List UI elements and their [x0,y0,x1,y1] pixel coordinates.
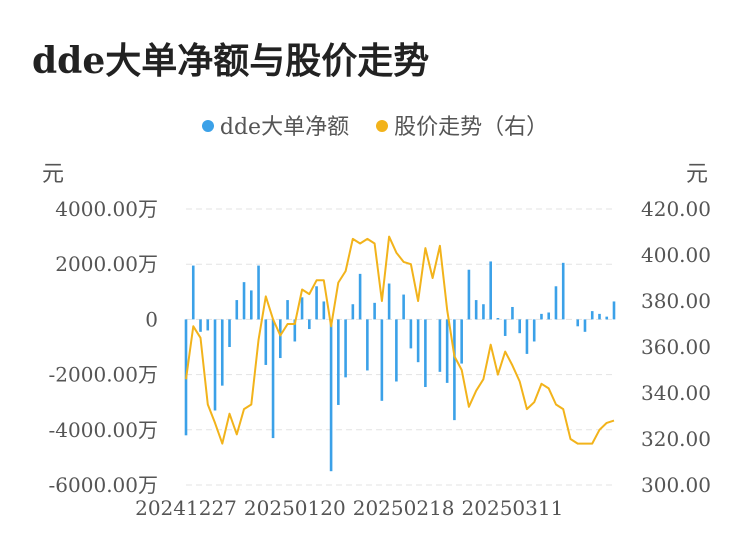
bar-dde [416,319,420,363]
bar-dde [257,265,260,320]
bar-dde [206,319,210,331]
bar-dde [199,319,202,332]
legend-label-dde: dde大单净额 [219,115,350,140]
bar-dde [286,300,289,320]
y-left-tick-label: 2000.00万 [55,252,158,276]
bar-dde [547,312,551,320]
bar-dde [337,319,340,405]
bar-dde [264,319,268,365]
legend-item-dde[interactable]: dde大单净额 [201,109,350,141]
y-left-tick-label: 4000.00万 [55,197,158,221]
bar-dde [424,319,427,388]
legend: dde大单净额 股价走势（右） [0,109,750,141]
y-right-tick-label: 400.00 [641,243,711,267]
bar-dde [561,262,565,320]
legend-marker-dde [201,120,214,132]
bar-dde [525,319,529,354]
bar-dde [351,304,355,320]
x-tick-label: 20250218 [353,496,455,520]
y-left-tick-label: 0 [145,307,158,331]
bar-dde [554,286,558,320]
bar-dde [271,319,275,439]
bar-dde [242,282,246,320]
bar-dde [373,302,376,320]
bar-dde [329,319,333,472]
left-axis-unit: 元 [42,162,65,187]
bar-dde [409,319,413,349]
bar-dde [438,319,442,372]
bar-dde [467,269,471,320]
y-left-tick-label: -4000.00万 [49,418,158,442]
bar-dde [220,319,224,386]
bar-dde [402,294,405,320]
bar-dde [503,319,507,336]
bar-dde [191,265,195,320]
bar-dde [249,290,253,320]
bar-dde [576,319,580,327]
bar-dde [300,297,304,320]
bar-dde [228,319,231,347]
x-tick-label: 20241227 [135,496,237,520]
y-left-tick-label: -6000.00万 [49,473,158,497]
bar-dde [279,319,282,359]
bar-dde [453,319,456,421]
bar-dde [293,319,297,342]
bar-dde [344,319,347,378]
right-axis-unit: 元 [685,162,708,187]
bar-dde [489,261,492,320]
bar-dde [474,300,478,320]
legend-marker-price [376,120,389,132]
bar-dde [605,316,609,320]
bar-dde [518,319,521,334]
bar-dde [358,273,362,320]
bar-dde [380,319,384,401]
bar-dde [598,313,601,320]
chart-title: dde大单净额与股价走势 [32,40,430,82]
bar-dde [583,319,587,332]
bar-dde [496,318,500,320]
bar-dde [322,301,326,320]
bar-dde [387,283,391,320]
bar-dde [235,300,239,320]
bar-dde [445,319,449,383]
y-right-tick-label: 380.00 [641,289,711,313]
y-right-tick-label: 360.00 [641,335,711,359]
bar-dde [315,286,318,320]
y-right-tick-label: 340.00 [641,381,711,405]
y-right-tick-label: 320.00 [641,427,711,451]
bar-dde [540,313,543,320]
bar-dde [511,306,514,320]
bar-dde [308,319,311,330]
bar-dde [612,301,616,320]
y-right-tick-label: 420.00 [641,197,711,221]
bar-dde [213,319,217,411]
bar-dde [395,319,398,382]
y-left-tick-label: -2000.00万 [49,363,158,387]
bar-dde [482,304,485,320]
bar-dde [590,311,594,320]
price-line [185,235,615,445]
x-tick-label: 20250120 [244,496,346,520]
legend-label-price: 股价走势（右） [394,115,549,140]
legend-item-price[interactable]: 股价走势（右） [376,109,548,141]
bar-dde [532,319,536,342]
y-right-tick-label: 300.00 [641,473,711,497]
bar-dde [366,319,369,371]
bar-dde [460,319,463,364]
x-tick-label: 20250311 [462,496,564,520]
